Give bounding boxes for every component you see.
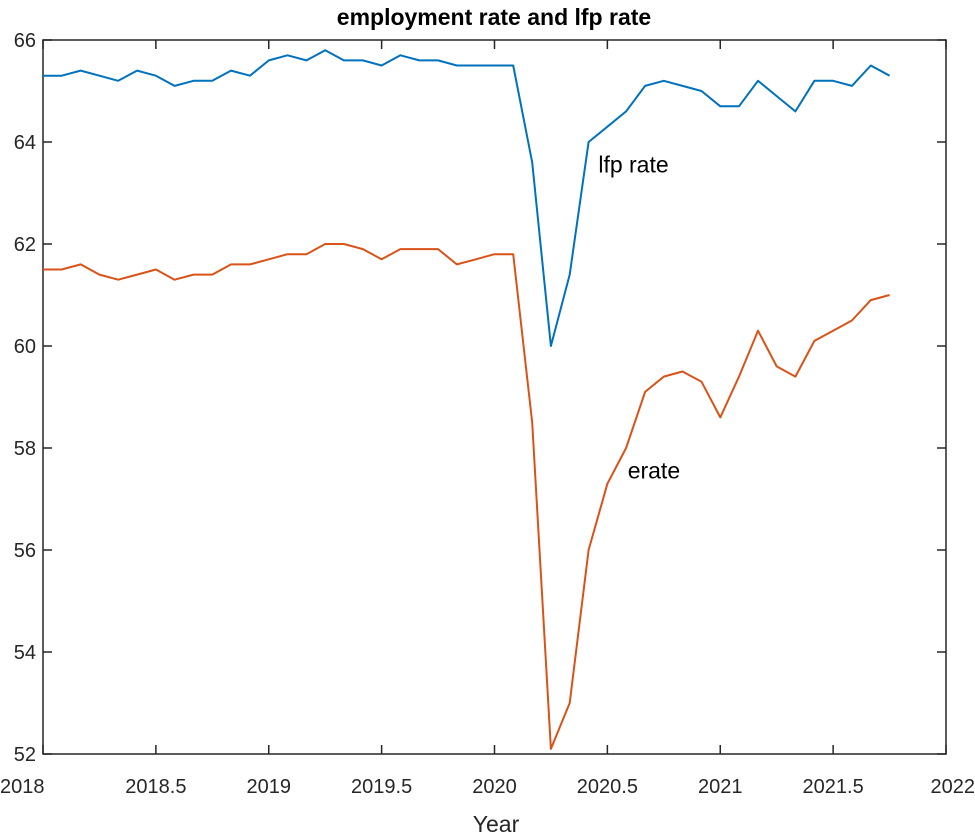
x-tick-label: 2020.5 bbox=[577, 776, 638, 798]
x-tick-label: 2022 bbox=[931, 776, 975, 798]
x-tick-label: 2021.5 bbox=[803, 776, 864, 798]
series-line-lfp-rate bbox=[43, 49, 891, 347]
chart-title: employment rate and lfp rate bbox=[337, 4, 651, 30]
x-tick-label: 2019.5 bbox=[351, 776, 412, 798]
y-tick-label: 64 bbox=[14, 132, 36, 154]
x-tick-label: 2019 bbox=[247, 776, 292, 798]
y-tick-label: 58 bbox=[14, 438, 36, 460]
y-tick-label: 56 bbox=[14, 540, 36, 562]
annotation-label: lfp rate bbox=[598, 152, 668, 178]
y-tick-label: 62 bbox=[14, 234, 36, 256]
y-tick-label: 66 bbox=[14, 30, 36, 52]
x-tick-label: 2020 bbox=[472, 776, 517, 798]
series-lines bbox=[43, 49, 891, 750]
y-tick-label: 52 bbox=[14, 744, 36, 766]
annotation-label: erate bbox=[628, 458, 680, 484]
y-tick-label: 60 bbox=[14, 336, 36, 358]
x-tick-label: 2021 bbox=[698, 776, 743, 798]
series-line-erate bbox=[43, 243, 890, 750]
x-tick-label: 2018 bbox=[0, 776, 45, 798]
annotations: lfp rate erate bbox=[598, 152, 680, 484]
axis-ticks: 2018 2018.5 2019 2019.5 2020 2020.5 2021 2021.5… bbox=[0, 30, 975, 798]
x-tick-label: 2018.5 bbox=[125, 776, 186, 798]
y-tick-label: 54 bbox=[14, 642, 36, 664]
plot-area bbox=[42, 39, 947, 755]
x-axis-label: Year bbox=[473, 811, 520, 837]
